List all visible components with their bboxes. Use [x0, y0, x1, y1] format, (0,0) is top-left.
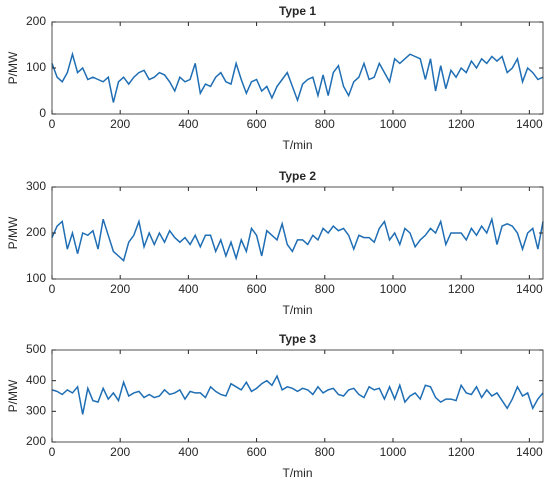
- x-tick-label: 800: [315, 117, 335, 131]
- x-tick-label: 200: [110, 282, 130, 296]
- x-tick-label: 1000: [380, 117, 407, 131]
- data-line: [51, 216, 544, 262]
- x-tick-label: 1400: [516, 282, 543, 296]
- data-line: [51, 51, 544, 103]
- chart-title: Type 1: [279, 4, 316, 18]
- x-tick-label: 0: [49, 117, 56, 131]
- data-line: [51, 374, 544, 415]
- y-tick-label: 300: [26, 404, 46, 418]
- x-tick-label: 800: [315, 445, 335, 459]
- y-tick-label: 100: [26, 271, 46, 285]
- x-tick-label: 400: [178, 282, 198, 296]
- x-tick-label: 0: [49, 445, 56, 459]
- y-tick-label: 400: [26, 373, 46, 387]
- y-tick-label: 100: [26, 60, 46, 74]
- x-tick-label: 400: [178, 117, 198, 131]
- y-tick-label: 200: [26, 434, 46, 448]
- y-tick-label: 300: [26, 179, 46, 193]
- x-tick-label: 1200: [448, 117, 475, 131]
- x-tick-label: 1000: [380, 445, 407, 459]
- x-tick-label: 1000: [380, 282, 407, 296]
- x-tick-label: 0: [49, 282, 56, 296]
- x-tick-label: 200: [110, 117, 130, 131]
- y-tick-label: 200: [26, 225, 46, 239]
- x-tick-label: 200: [110, 445, 130, 459]
- x-tick-label: 1200: [448, 282, 475, 296]
- y-tick-label: 500: [26, 342, 46, 356]
- x-tick-label: 600: [247, 282, 267, 296]
- y-tick-label: 0: [39, 106, 46, 120]
- x-tick-label: 1200: [448, 445, 475, 459]
- x-axis-label: T/min: [283, 138, 313, 152]
- x-tick-label: 600: [247, 117, 267, 131]
- x-tick-label: 400: [178, 445, 198, 459]
- y-tick-label: 200: [26, 14, 46, 28]
- x-tick-label: 800: [315, 282, 335, 296]
- x-tick-label: 1400: [516, 117, 543, 131]
- chart-title: Type 2: [279, 169, 316, 183]
- plot-area: [52, 350, 543, 442]
- x-tick-label: 1400: [516, 445, 543, 459]
- x-tick-label: 600: [247, 445, 267, 459]
- x-axis-label: T/min: [283, 466, 313, 480]
- axes-frame: [51, 349, 544, 443]
- y-axis-label: P/MW: [6, 216, 20, 249]
- y-axis-label: P/MW: [6, 51, 20, 84]
- chart-title: Type 3: [279, 332, 316, 346]
- x-axis-label: T/min: [283, 303, 313, 317]
- y-axis-label: P/MW: [6, 379, 20, 412]
